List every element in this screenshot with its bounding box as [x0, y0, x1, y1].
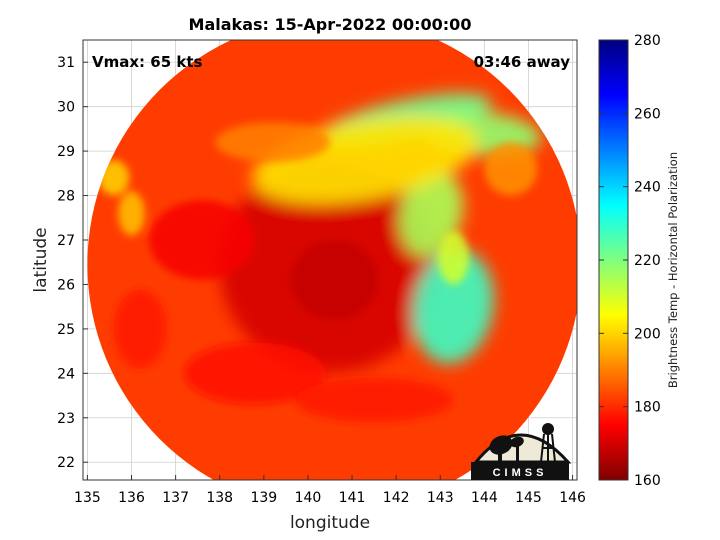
texture-patch — [484, 142, 538, 196]
texture-patch — [215, 122, 330, 163]
axes-frame — [82, 39, 578, 481]
brightness-detail — [98, 122, 538, 423]
y-tick-label: 28 — [57, 189, 75, 205]
texture-patch — [290, 240, 379, 320]
texture-patch — [118, 191, 145, 236]
cimss-logo: CIMSS — [471, 423, 572, 480]
colorbar-tick-label: 280 — [634, 33, 661, 49]
x-tick-label: 136 — [118, 490, 145, 506]
time-offset-annotation: 03:46 away — [474, 53, 571, 71]
x-tick-label: 146 — [559, 490, 586, 506]
texture-patch — [113, 289, 167, 369]
x-ticks: 135 136 137 138 139 140 141 142 143 144 145 146 — [74, 475, 586, 506]
x-tick-label: 139 — [250, 490, 277, 506]
texture-patch — [294, 377, 454, 423]
colorbar-tick-label: 240 — [634, 180, 661, 196]
y-tick-label: 30 — [57, 100, 75, 116]
texture-patch — [438, 231, 469, 285]
x-tick-label: 137 — [162, 490, 189, 506]
x-tick-label: 140 — [295, 490, 322, 506]
x-tick-label: 145 — [515, 490, 542, 506]
x-tick-label: 144 — [471, 490, 498, 506]
y-tick-label: 22 — [57, 455, 75, 471]
y-tick-label: 29 — [57, 144, 75, 160]
vmax-annotation: Vmax: 65 kts — [92, 53, 202, 71]
y-tick-label: 23 — [57, 411, 75, 427]
x-tick-label: 135 — [74, 490, 101, 506]
y-ticks: 22 23 24 25 26 27 28 29 30 31 — [57, 55, 88, 471]
colorbar-tick-label: 160 — [634, 473, 661, 489]
y-tick-label: 25 — [57, 322, 75, 338]
logo-text: CIMSS — [493, 467, 548, 479]
swath-image — [87, 40, 577, 480]
texture-patch — [149, 200, 256, 280]
x-tick-label: 138 — [206, 490, 233, 506]
colorbar-tick-label: 200 — [634, 326, 661, 342]
feature-rainband-east — [413, 249, 494, 364]
colorbar-label: Brightness Temp - Horizontal Polarizatio… — [666, 152, 680, 388]
x-tick-label: 141 — [339, 490, 366, 506]
colorbar-tick-label: 220 — [634, 253, 661, 269]
colorbar-tick-label: 260 — [634, 106, 661, 122]
chart-title: Malakas: 15-Apr-2022 00:00:00 — [189, 15, 472, 34]
x-axis-label: longitude — [290, 513, 370, 533]
colorbar-ticks: 160 180 200 220 240 260 280 — [599, 33, 661, 489]
y-tick-label: 27 — [57, 233, 75, 249]
x-tick-label: 143 — [427, 490, 454, 506]
y-tick-label: 26 — [57, 277, 75, 293]
y-tick-label: 24 — [57, 366, 75, 382]
y-axis-label: latitude — [31, 227, 51, 292]
texture-patch — [184, 342, 326, 405]
x-tick-label: 142 — [383, 490, 410, 506]
colorbar-tick-label: 180 — [634, 400, 661, 416]
y-tick-label: 31 — [57, 55, 75, 71]
